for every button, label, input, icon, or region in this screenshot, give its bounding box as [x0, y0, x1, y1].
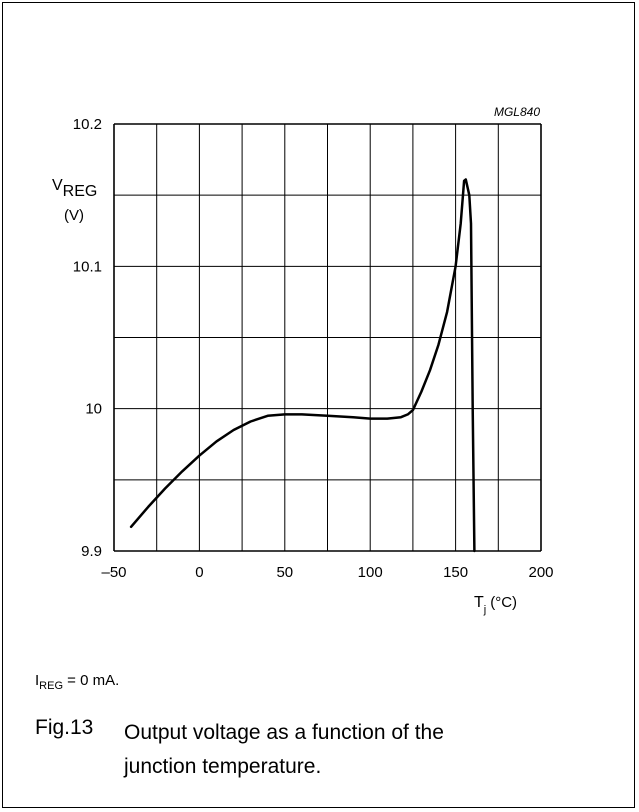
x-tick-label: 0	[195, 564, 203, 581]
x-axis-subscript: j	[483, 604, 486, 616]
y-axis-label: VREG	[52, 177, 97, 200]
y-tick-label: 10	[85, 401, 102, 418]
note-subscript: REG	[39, 680, 64, 692]
y-tick-label: 10.1	[73, 258, 102, 275]
note-symbol: I	[35, 672, 40, 689]
y-axis-subscript: REG	[63, 183, 98, 200]
x-axis-symbol: T	[474, 594, 484, 611]
figure-caption: Output voltage as a function of the junc…	[124, 721, 444, 778]
figure-number: Fig.13	[35, 716, 94, 739]
y-axis-symbol: V	[52, 177, 63, 194]
series-line	[129, 178, 476, 553]
x-tick-label: 50	[276, 564, 293, 581]
note-value: = 0 mA.	[63, 672, 120, 689]
y-axis-unit: (V)	[64, 207, 84, 224]
y-tick-label: 9.9	[81, 543, 102, 560]
y-tick-label: 10.2	[73, 116, 102, 133]
chart-grid	[113, 123, 542, 552]
figure-code: MGL840	[494, 105, 540, 119]
x-tick-label: 150	[443, 564, 468, 581]
x-axis-label: Tj (°C)	[474, 594, 517, 616]
x-axis-unit: (°C)	[490, 594, 517, 611]
tick-labels: –50 0 50 100 150 200 9.9 10 10.1 10.2	[73, 116, 554, 581]
x-tick-label: 200	[528, 564, 553, 581]
condition-note: IREG = 0 mA.	[35, 672, 119, 692]
x-tick-label: 100	[358, 564, 383, 581]
x-tick-label: –50	[101, 564, 126, 581]
chart: –50 0 50 100 150 200 9.9 10 10.1 10.2 MGL840 VREG…	[52, 105, 554, 616]
